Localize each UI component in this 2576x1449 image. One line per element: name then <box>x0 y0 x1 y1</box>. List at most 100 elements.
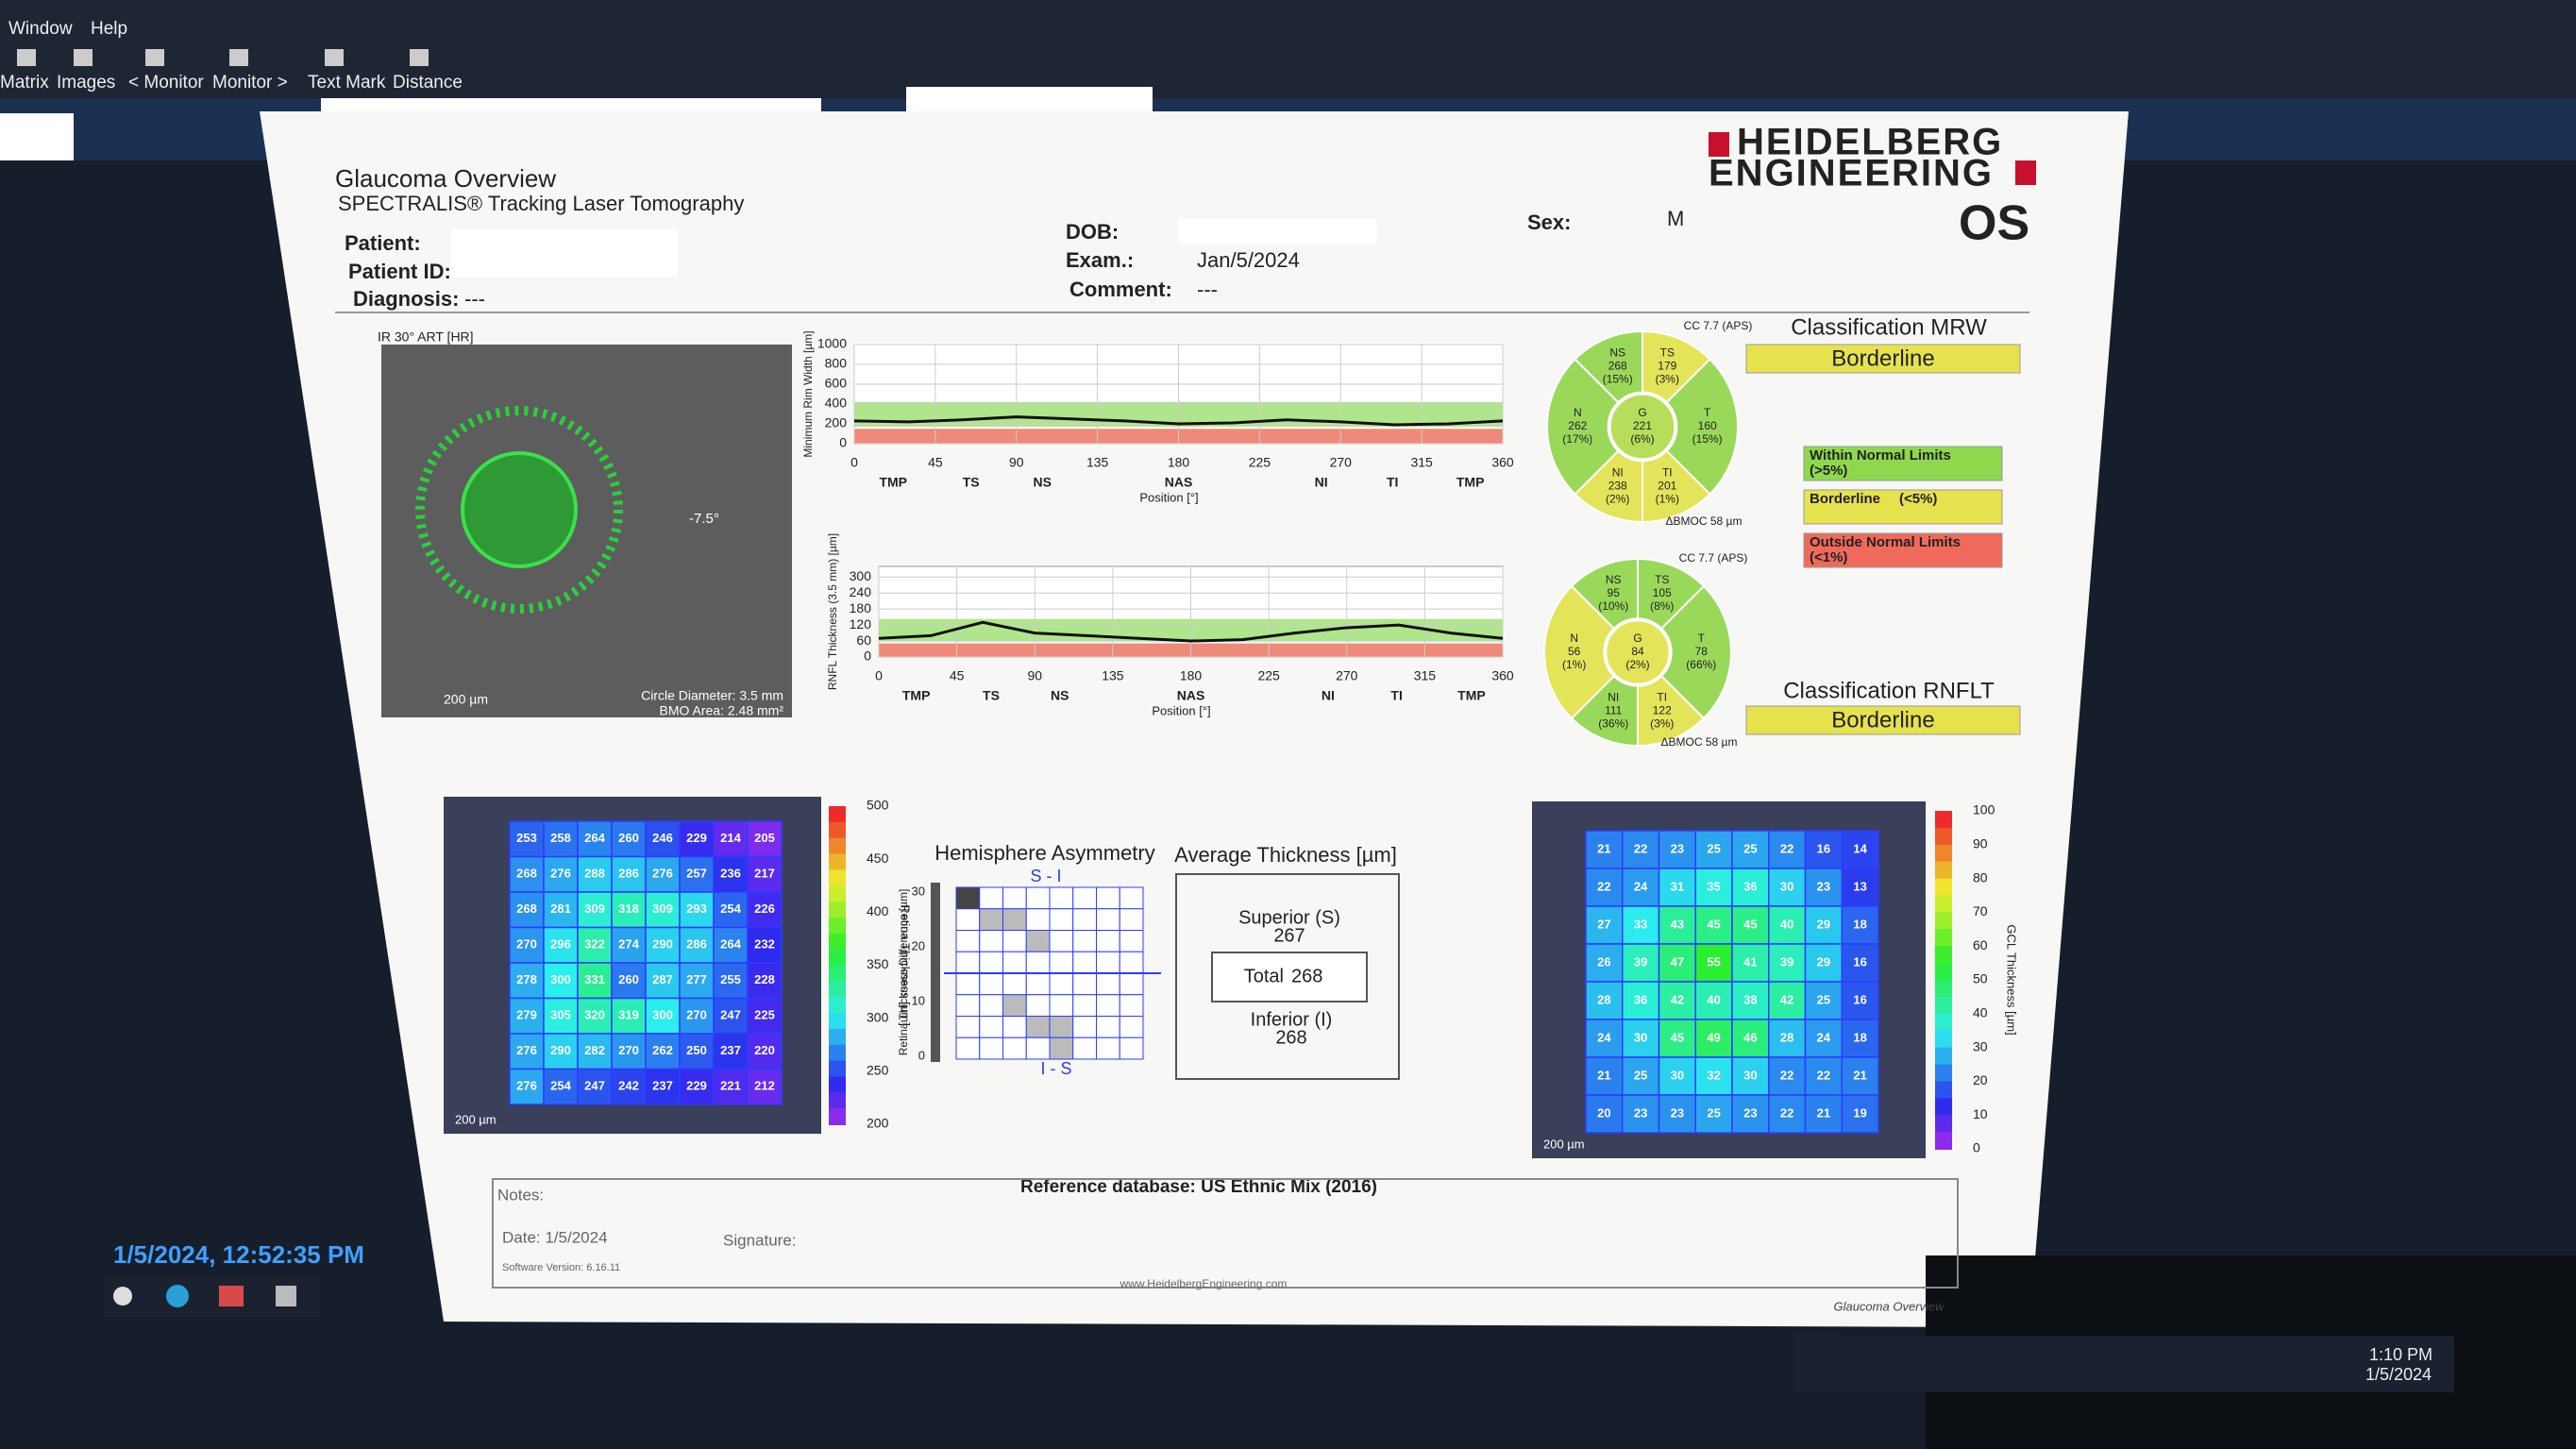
asymmetry-cell <box>1072 1036 1097 1060</box>
gcl-value: 24 <box>1597 1030 1611 1044</box>
taskbar-icon[interactable] <box>219 1286 244 1306</box>
asymmetry-cell <box>1002 972 1027 996</box>
retina-cell <box>679 997 715 1035</box>
colorbar-step <box>1935 1013 1952 1032</box>
gcl-value: 24 <box>1634 879 1648 893</box>
colorbar-step <box>1935 912 1952 931</box>
colorbar-step <box>1935 1115 1952 1134</box>
retina-cell <box>747 1033 783 1070</box>
colorbar-step <box>829 965 846 983</box>
ir-scale: 200 µm <box>444 692 488 707</box>
menu-item[interactable]: Window <box>8 19 73 39</box>
taskbar-icon[interactable] <box>276 1286 296 1306</box>
gcl-value: 42 <box>1780 992 1793 1006</box>
sector <box>1543 584 1616 720</box>
toolbar-icon[interactable] <box>17 49 36 66</box>
gcl-value: 41 <box>1743 954 1757 969</box>
ir-image <box>381 345 792 717</box>
clock-date: 1/5/2024 <box>2366 1365 2432 1384</box>
toolbar-button[interactable]: Distance <box>393 73 463 93</box>
colorbar-step <box>1935 878 1952 897</box>
toolbar-icon[interactable] <box>145 49 164 66</box>
toolbar-icon[interactable] <box>229 49 248 66</box>
ir-label: IR 30° ART [HR] <box>378 329 474 345</box>
colorbar-label: 10 <box>1973 1106 1988 1121</box>
colorbar-label: 90 <box>1973 836 1988 851</box>
retina-value: 274 <box>618 937 639 952</box>
classification-box <box>1745 344 2021 374</box>
toolbar-icon[interactable] <box>410 49 429 66</box>
toolbar-button[interactable]: < Monitor <box>128 73 204 93</box>
gcl-value: 22 <box>1597 879 1610 893</box>
x-tick-label: 270 <box>1330 455 1353 470</box>
field-diagnosis-value: --- <box>464 287 485 311</box>
colorbar-step <box>1935 929 1952 948</box>
toolbar-button[interactable]: Text Mark <box>308 73 386 93</box>
colorbar-step <box>829 1028 846 1046</box>
retina-value: 282 <box>584 1043 605 1057</box>
gcl-value: 18 <box>1853 1030 1866 1044</box>
sector-percent: (2%) <box>1625 658 1649 671</box>
retina-cell <box>577 1033 613 1070</box>
colorbar-label: 0 <box>1973 1140 1980 1155</box>
toolbar-button[interactable]: Images <box>57 73 115 93</box>
retina-value: 260 <box>618 972 639 986</box>
retina-value: 305 <box>550 1008 571 1022</box>
gcl-cell <box>1841 1056 1879 1096</box>
asymmetry-cell <box>979 908 1003 931</box>
sector-percent: (3%) <box>1650 716 1674 730</box>
sector-percent: (1%) <box>1562 658 1586 671</box>
retina-value: 226 <box>754 901 775 916</box>
asymmetry-cell <box>979 1016 1003 1038</box>
toolbar-button[interactable]: Monitor > <box>212 73 288 93</box>
gcl-value: 36 <box>1634 992 1647 1006</box>
timestamp[interactable]: 1/5/2024, 12:52:35 PM <box>113 1240 364 1269</box>
menu-item[interactable]: Help <box>91 19 127 39</box>
gcl-value: 13 <box>1853 879 1866 893</box>
retina-value: 258 <box>550 831 571 845</box>
x-tick-label: 90 <box>1027 668 1042 683</box>
sector-percent: (2%) <box>1606 493 1629 506</box>
gcl-value: 21 <box>1853 1068 1866 1082</box>
sector-name: TS <box>1655 573 1669 586</box>
colorbar-step <box>1935 946 1952 965</box>
colorbar-step <box>829 821 846 839</box>
sector-name: NI <box>1612 466 1624 480</box>
sector-percent: (15%) <box>1692 432 1723 446</box>
retina-cell <box>645 962 681 1000</box>
x-tick-label: 315 <box>1414 668 1437 683</box>
toolbar-icon[interactable] <box>325 49 344 66</box>
x-tick-label: 360 <box>1491 668 1514 683</box>
ir-bmo: BMO Area: 2.48 mm² <box>660 703 784 718</box>
gcl-value: 30 <box>1743 1068 1757 1082</box>
sector-percent: (3%) <box>1656 373 1679 386</box>
colorbar-axis-label: GCL Thickness [µm] <box>2005 924 2019 1035</box>
asymmetry-cell <box>1096 951 1120 974</box>
toolbar-icon[interactable] <box>74 49 93 66</box>
retina-cell <box>577 962 613 1000</box>
taskbar-icon[interactable] <box>166 1285 189 1307</box>
retina-value: 320 <box>584 1008 605 1022</box>
sector-value: 95 <box>1608 586 1621 599</box>
asymmetry-cell <box>955 994 981 1017</box>
toolbar-button[interactable]: Matrix <box>0 73 49 93</box>
retina-value: 309 <box>652 901 673 916</box>
retina-cell <box>543 855 579 893</box>
x-tick-label: 270 <box>1336 668 1358 683</box>
colorbar-step <box>829 997 846 1015</box>
gcl-value: 14 <box>1853 841 1867 855</box>
retina-value: 286 <box>686 937 707 952</box>
taskbar-icon[interactable] <box>113 1287 132 1306</box>
retina-cell <box>509 891 545 929</box>
retina-value: 254 <box>550 1079 571 1093</box>
sector-percent: (15%) <box>1603 373 1633 386</box>
asymmetry-cell <box>979 994 1003 1017</box>
colorbar-step <box>829 949 846 967</box>
field-comment-value: --- <box>1197 278 1218 301</box>
gcl-value: 25 <box>1743 841 1757 855</box>
colorbar-step <box>829 1092 846 1110</box>
colorbar-step <box>829 885 846 903</box>
asymmetry-cell <box>1072 930 1097 952</box>
asymmetry-cell <box>1049 951 1074 974</box>
asymmetry-cell <box>1049 972 1074 996</box>
